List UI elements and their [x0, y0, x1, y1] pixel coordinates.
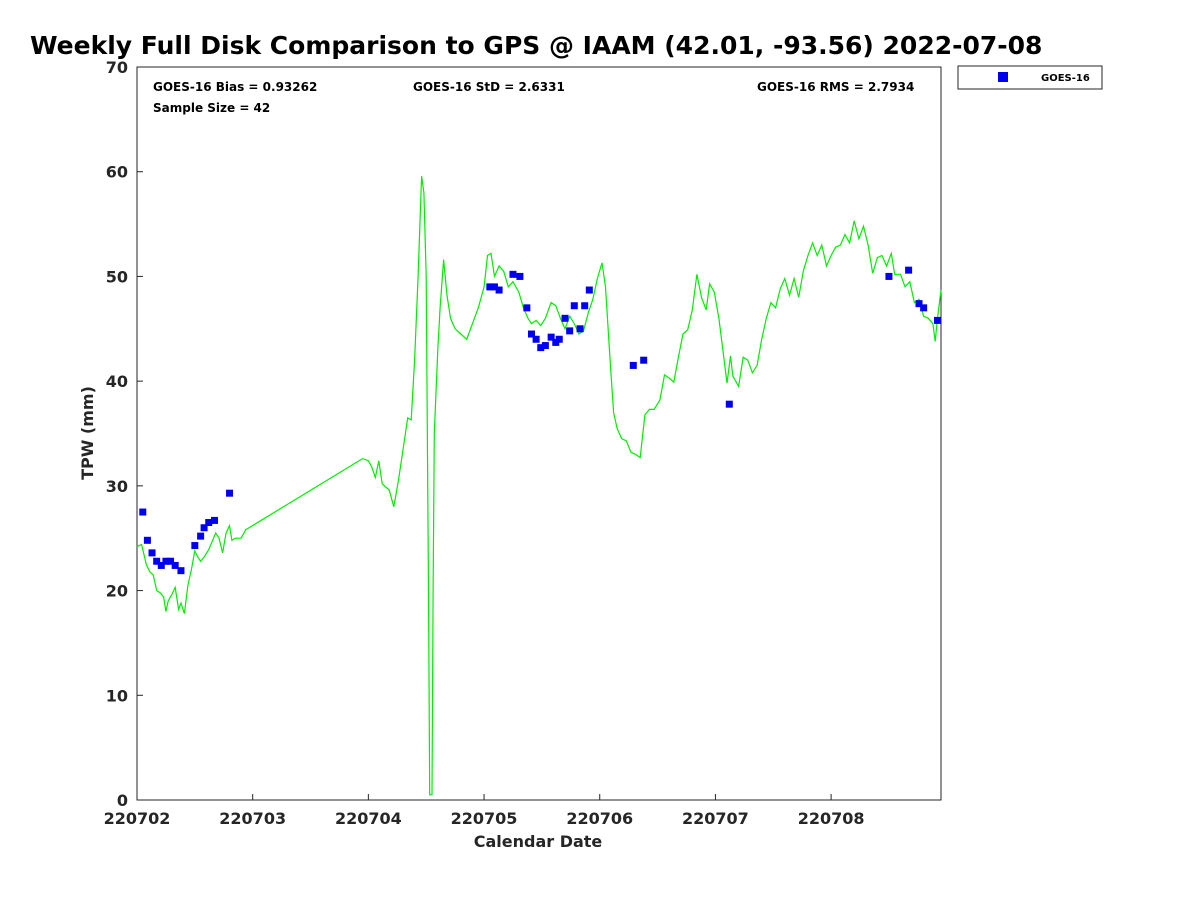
y-tick-label: 10	[106, 686, 128, 705]
y-axis: 0 10 20 30 40 50 60 70	[106, 58, 143, 810]
bias-stat: GOES-16 Bias = 0.93262	[153, 80, 317, 94]
y-tick-label: 30	[106, 477, 128, 496]
y-tick-label: 60	[106, 163, 128, 182]
y-tick-label: 40	[106, 372, 128, 391]
goes16-point	[905, 266, 913, 274]
legend: GOES-16	[957, 65, 1103, 90]
y-tick-label: 0	[117, 791, 128, 810]
x-tick-label: 220703	[219, 809, 286, 828]
goes16-point	[570, 302, 578, 310]
goes16-point	[139, 508, 147, 516]
goes16-point	[576, 325, 584, 333]
y-tick-label: 20	[106, 582, 128, 601]
goes16-point	[523, 304, 531, 312]
y-tick-label: 50	[106, 267, 128, 286]
std-stat: GOES-16 StD = 2.6331	[413, 80, 565, 94]
goes16-point	[486, 283, 494, 291]
goes16-point-series	[139, 266, 942, 575]
goes16-point	[934, 316, 942, 324]
goes16-point	[629, 361, 637, 369]
gps-line-series	[136, 175, 942, 796]
legend-box	[957, 65, 1103, 90]
goes16-point	[725, 400, 733, 408]
sample-size-stat: Sample Size = 42	[153, 101, 270, 115]
x-axis: 220702 220703 220704 220705 220706 220707 2207…	[104, 794, 865, 828]
goes16-point	[143, 536, 151, 544]
goes16-point	[205, 519, 213, 527]
goes16-point	[177, 567, 185, 575]
goes16-point	[148, 549, 156, 557]
goes16-point	[167, 557, 175, 565]
x-axis-label: Calendar Date	[474, 832, 603, 851]
goes16-point	[226, 489, 234, 497]
y-axis-label: TPW (mm)	[78, 386, 97, 480]
goes16-point	[153, 557, 161, 565]
x-tick-label: 220705	[451, 809, 518, 828]
goes16-point	[509, 270, 517, 278]
goes16-point	[516, 272, 524, 280]
y-tick-label: 70	[106, 58, 128, 77]
chart-title: Weekly Full Disk Comparison to GPS @ IAA…	[30, 31, 1042, 60]
goes16-point	[547, 333, 555, 341]
goes16-point	[561, 314, 569, 322]
plot-area	[136, 66, 942, 801]
goes16-point	[495, 286, 503, 294]
goes16-point	[566, 327, 574, 335]
x-tick-label: 220706	[566, 809, 633, 828]
goes16-point	[162, 557, 170, 565]
goes16-point	[211, 516, 219, 524]
goes16-point	[171, 561, 179, 569]
goes16-point	[541, 342, 549, 350]
goes16-point	[640, 356, 648, 364]
x-tick-label: 220708	[798, 809, 865, 828]
goes16-point	[915, 300, 923, 308]
goes16-point	[555, 335, 563, 343]
gps-tpw-line	[136, 175, 942, 796]
x-tick-label: 220702	[104, 809, 171, 828]
goes16-point	[157, 561, 165, 569]
x-tick-label: 220707	[682, 809, 749, 828]
goes16-point	[191, 542, 199, 550]
rms-stat: GOES-16 RMS = 2.7934	[757, 80, 914, 94]
goes16-point	[537, 344, 545, 352]
goes16-point	[490, 283, 498, 291]
goes16-point	[581, 302, 589, 310]
goes16-point	[527, 330, 535, 338]
goes16-point	[585, 286, 593, 294]
goes16-point	[197, 532, 205, 540]
goes16-point	[920, 304, 928, 312]
goes16-point	[885, 272, 893, 280]
goes16-point	[532, 335, 540, 343]
legend-marker-goes16	[998, 72, 1008, 82]
goes16-point	[200, 524, 208, 532]
legend-label-goes16: GOES-16	[1041, 73, 1090, 84]
x-tick-label: 220704	[335, 809, 402, 828]
